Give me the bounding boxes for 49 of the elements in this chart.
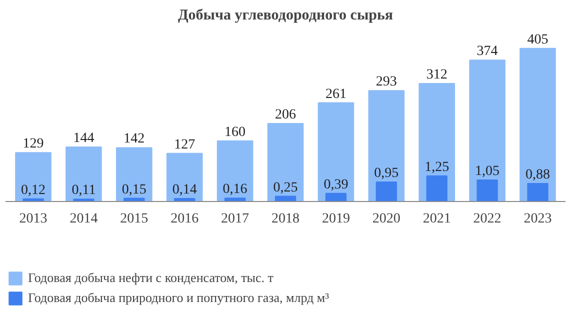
bar xyxy=(216,140,254,202)
data-label: 0,39 xyxy=(324,177,348,192)
data-label: 206 xyxy=(275,108,296,123)
data-label: 0,16 xyxy=(222,182,248,198)
bar xyxy=(15,152,52,202)
data-label: 0,15 xyxy=(122,182,146,198)
data-label: 144 xyxy=(73,130,94,146)
x-tick-label: 2021 xyxy=(422,211,451,226)
data-label: 1,05 xyxy=(475,164,500,179)
data-label: 0,95 xyxy=(374,166,399,182)
data-label: 0,25 xyxy=(273,180,298,196)
x-tick-label: 2023 xyxy=(524,211,552,226)
data-label: 261 xyxy=(325,86,346,102)
data-label: 0,88 xyxy=(526,167,550,182)
data-label: 1,25 xyxy=(424,160,450,175)
data-label: 142 xyxy=(124,132,145,147)
chart-title: Добыча углеводородного сырья xyxy=(178,8,394,24)
x-tick-label: 2018 xyxy=(272,211,300,226)
data-label: 293 xyxy=(376,74,397,90)
data-label: 160 xyxy=(224,124,246,140)
data-label: 0,12 xyxy=(21,182,46,198)
bar xyxy=(116,147,152,202)
data-label: 405 xyxy=(527,32,548,48)
data-label: 127 xyxy=(174,137,196,152)
x-tick-label: 2017 xyxy=(221,211,250,226)
legend-label: Годовая добыча природного и попутного газа, млрд м³ xyxy=(28,290,330,306)
x-tick-label: 2020 xyxy=(372,211,400,226)
data-label: 0,11 xyxy=(72,183,96,198)
bar xyxy=(376,182,397,202)
bar xyxy=(426,175,448,202)
data-label: 312 xyxy=(426,68,448,83)
x-tick-label: 2022 xyxy=(473,211,502,226)
bar xyxy=(527,182,548,202)
bar xyxy=(469,60,506,202)
bar xyxy=(318,102,354,202)
data-label: 129 xyxy=(22,136,44,152)
bar xyxy=(267,123,304,202)
x-tick-label: 2019 xyxy=(322,211,350,226)
x-tick-label: 2014 xyxy=(70,211,98,226)
bar xyxy=(520,48,556,202)
legend-label: Годовая добыча нефти с конденсатом, тыс. т xyxy=(28,270,274,286)
bar xyxy=(66,146,102,202)
x-tick-label: 2015 xyxy=(120,211,148,226)
x-tick-label: 2016 xyxy=(170,211,199,226)
bar xyxy=(476,179,498,202)
data-label: 0,14 xyxy=(172,182,197,198)
x-tick-label: 2013 xyxy=(19,211,48,226)
bar xyxy=(166,152,203,202)
data-label: 374 xyxy=(476,44,498,60)
